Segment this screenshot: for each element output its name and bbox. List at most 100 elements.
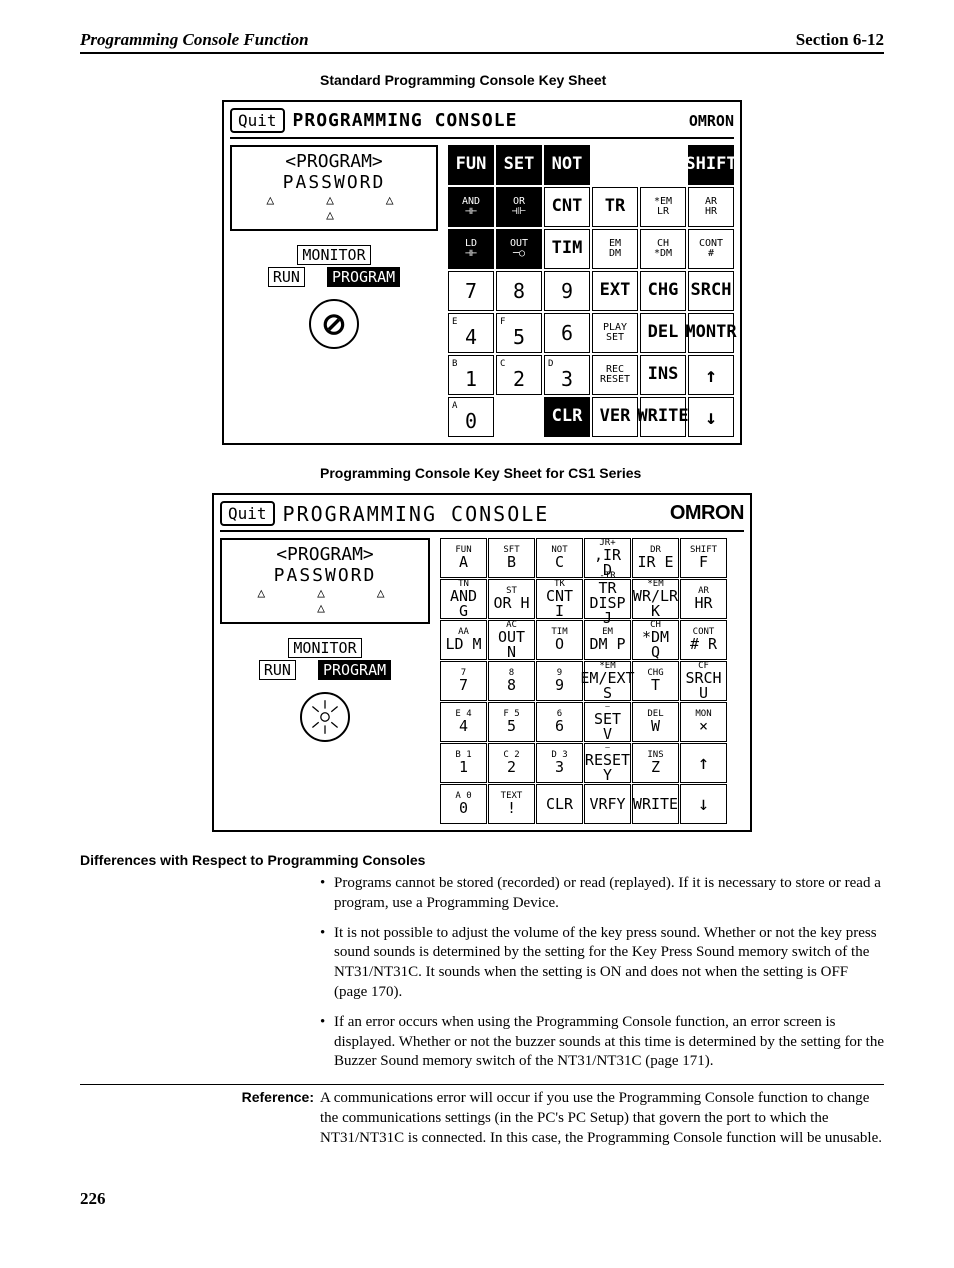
key2-4-3[interactable]: ⎯SET V [584, 702, 631, 742]
mode-dial-2[interactable] [300, 692, 350, 742]
key2-3-0[interactable]: 77 [440, 661, 487, 701]
key1-3-1[interactable]: 8 [496, 271, 542, 311]
key2-6-0[interactable]: A 00 [440, 784, 487, 824]
key1-5-1[interactable]: C2 [496, 355, 542, 395]
key1-1-4[interactable]: *EMLR [640, 187, 686, 227]
key2-2-3[interactable]: EMDM P [584, 620, 631, 660]
key1-3-3[interactable]: EXT [592, 271, 638, 311]
dial-lines-icon [304, 696, 346, 738]
key2-4-2[interactable]: 66 [536, 702, 583, 742]
program-btn-2[interactable]: PROGRAM [318, 660, 391, 680]
key1-6-0[interactable]: A0 [448, 397, 494, 437]
key1-2-5[interactable]: CONT# [688, 229, 734, 269]
key1-2-3[interactable]: EMDM [592, 229, 638, 269]
key1-3-5[interactable]: SRCH [688, 271, 734, 311]
console2-title: PROGRAMMING CONSOLE [283, 502, 550, 526]
key1-5-4[interactable]: INS [640, 355, 686, 395]
key2-0-2[interactable]: NOTC [536, 538, 583, 578]
key2-4-1[interactable]: F 55 [488, 702, 535, 742]
subheading-differences: Differences with Respect to Programming … [80, 852, 884, 868]
key1-3-2[interactable]: 9 [544, 271, 590, 311]
key2-6-1[interactable]: TEXT! [488, 784, 535, 824]
key2-0-4[interactable]: DRIR E [632, 538, 679, 578]
quit-button-2[interactable]: Quit [220, 501, 275, 526]
key1-4-0[interactable]: E4 [448, 313, 494, 353]
monitor-btn-1[interactable]: MONITOR [297, 245, 370, 265]
key2-1-1[interactable]: STOR H [488, 579, 535, 619]
key2-2-5[interactable]: CONT# R [680, 620, 727, 660]
key1-4-4[interactable]: DEL [640, 313, 686, 353]
key1-4-2[interactable]: 6 [544, 313, 590, 353]
key2-5-3[interactable]: ⎯RESET Y [584, 743, 631, 783]
key1-0-1[interactable]: SET [496, 145, 542, 185]
key1-5-2[interactable]: D3 [544, 355, 590, 395]
key2-4-5[interactable]: MON× [680, 702, 727, 742]
key2-0-1[interactable]: SFTB [488, 538, 535, 578]
header-left: Programming Console Function [80, 30, 309, 50]
key2-2-4[interactable]: CH*DM Q [632, 620, 679, 660]
key1-4-1[interactable]: F5 [496, 313, 542, 353]
key1-1-1[interactable]: OR⊣⊩ [496, 187, 542, 227]
key2-5-2[interactable]: D 33 [536, 743, 583, 783]
key1-1-5[interactable]: ARHR [688, 187, 734, 227]
key1-2-2[interactable]: TIM [544, 229, 590, 269]
key1-6-4[interactable]: WRITE [640, 397, 686, 437]
key1-4-5[interactable]: MONTR [688, 313, 734, 353]
key1-2-4[interactable]: CH*DM [640, 229, 686, 269]
key2-2-0[interactable]: AALD M [440, 620, 487, 660]
key2-1-4[interactable]: *EMWR/LR K [632, 579, 679, 619]
key1-1-2[interactable]: CNT [544, 187, 590, 227]
run-btn-2[interactable]: RUN [259, 660, 296, 680]
key2-5-0[interactable]: B 11 [440, 743, 487, 783]
run-btn-1[interactable]: RUN [268, 267, 305, 287]
key1-6-3[interactable]: VER [592, 397, 638, 437]
key1-2-1[interactable]: OUT─○ [496, 229, 542, 269]
key2-3-3[interactable]: *EMEM/EXT S [584, 661, 631, 701]
key2-6-2[interactable]: CLR [536, 784, 583, 824]
key2-3-1[interactable]: 88 [488, 661, 535, 701]
quit-button-1[interactable]: Quit [230, 108, 285, 133]
key2-3-4[interactable]: CHGT [632, 661, 679, 701]
header-right: Section 6-12 [796, 30, 884, 50]
key2-5-4[interactable]: INSZ [632, 743, 679, 783]
lcd-display-1: <PROGRAM> PASSWORD △ △ △ △ [230, 145, 438, 231]
key2-0-0[interactable]: FUNA [440, 538, 487, 578]
key1-5-5[interactable]: ↑ [688, 355, 734, 395]
key2-1-5[interactable]: ARHR [680, 579, 727, 619]
key2-2-1[interactable]: ACOUT N [488, 620, 535, 660]
key2-1-0[interactable]: TNAND G [440, 579, 487, 619]
key1-1-0[interactable]: AND⊣⊢ [448, 187, 494, 227]
bullet-1: Programs cannot be stored (recorded) or … [320, 874, 884, 914]
monitor-btn-2[interactable]: MONITOR [288, 638, 361, 658]
key1-0-0[interactable]: FUN [448, 145, 494, 185]
key2-4-4[interactable]: DELW [632, 702, 679, 742]
key1-5-3[interactable]: RECRESET [592, 355, 638, 395]
key2-6-5[interactable]: ↓ [680, 784, 727, 824]
key2-2-2[interactable]: TIMO [536, 620, 583, 660]
key2-4-0[interactable]: E 44 [440, 702, 487, 742]
key2-5-5[interactable]: ↑ [680, 743, 727, 783]
key2-1-3[interactable]: -IRTR DISP J [584, 579, 631, 619]
key2-6-3[interactable]: VRFY [584, 784, 631, 824]
key1-1-3[interactable]: TR [592, 187, 638, 227]
key2-3-5[interactable]: CFSRCH U [680, 661, 727, 701]
key2-6-4[interactable]: WRITE [632, 784, 679, 824]
key1-6-2[interactable]: CLR [544, 397, 590, 437]
program-btn-1[interactable]: PROGRAM [327, 267, 400, 287]
key2-3-2[interactable]: 99 [536, 661, 583, 701]
console1-title: PROGRAMMING CONSOLE [293, 110, 518, 131]
key1-0-2[interactable]: NOT [544, 145, 590, 185]
mode-dial-1[interactable]: ⊘ [309, 299, 359, 349]
heading-cs1: Programming Console Key Sheet for CS1 Se… [320, 465, 884, 481]
key2-1-2[interactable]: TKCNT I [536, 579, 583, 619]
key1-3-4[interactable]: CHG [640, 271, 686, 311]
key1-6-5[interactable]: ↓ [688, 397, 734, 437]
key2-5-1[interactable]: C 22 [488, 743, 535, 783]
key1-0-5[interactable]: SHIFT [688, 145, 734, 185]
key2-0-5[interactable]: SHIFTF [680, 538, 727, 578]
key1-5-0[interactable]: B1 [448, 355, 494, 395]
lcd1-line1: <PROGRAM> [238, 151, 430, 172]
key1-3-0[interactable]: 7 [448, 271, 494, 311]
key1-2-0[interactable]: LD⊣⊢ [448, 229, 494, 269]
key1-4-3[interactable]: PLAYSET [592, 313, 638, 353]
